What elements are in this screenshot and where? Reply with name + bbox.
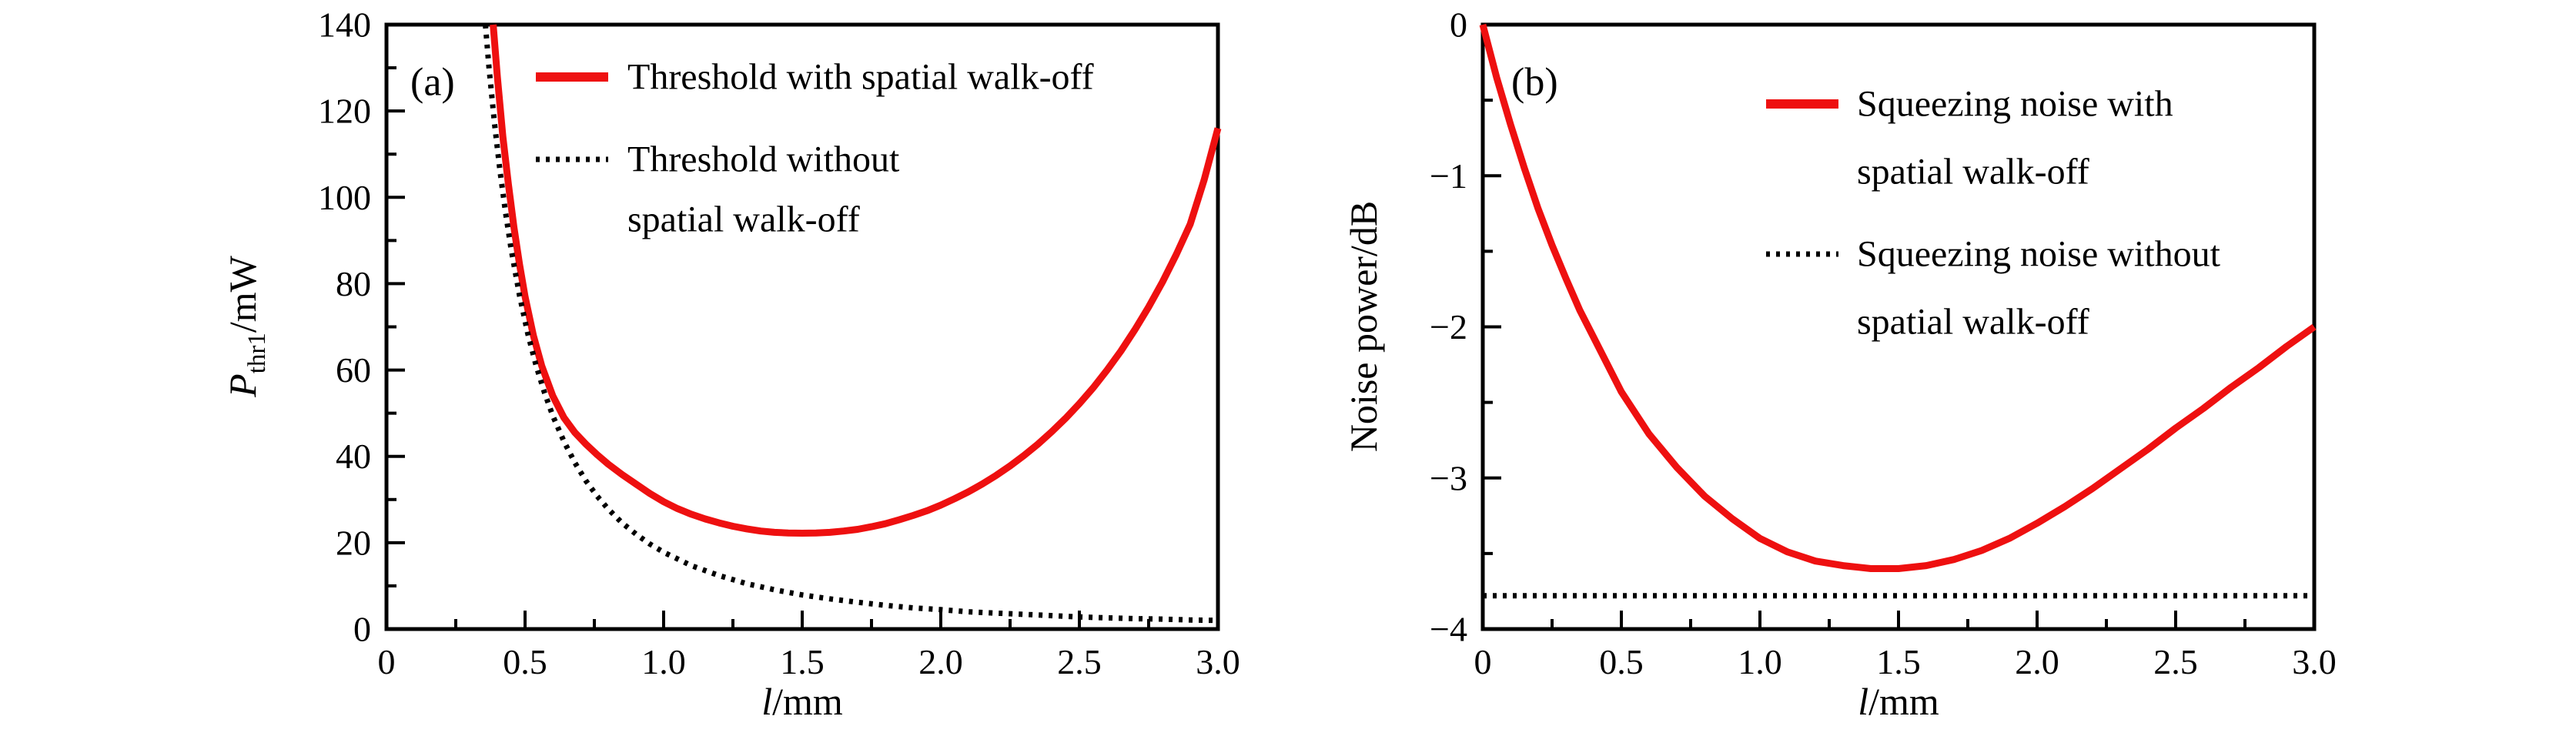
panel-a-y-axis-title: Pthr1/mW [221, 255, 271, 398]
panel-a-label: (a) [410, 61, 455, 105]
curve-threshold-without-spatial-walk-off [483, 24, 1219, 624]
panel-a-y-tick-label: 80 [336, 264, 371, 303]
panel-b-x-tick-label: 0 [1474, 642, 1492, 681]
panel-b-y-tick-label: −3 [1430, 458, 1467, 497]
panel-b-x-tick-label: 1.5 [1876, 642, 1921, 681]
panel-a-y-tick-label: 140 [318, 5, 371, 45]
panel-a-y-tick-label: 60 [336, 350, 371, 390]
legend-label-squeezing-noise-without-spatial-walk-off: Squeezing noise without [1857, 234, 2221, 275]
panel-a-y-tick-label: 40 [336, 437, 371, 476]
legend-label-squeezing-noise-without-spatial-walk-off: spatial walk-off [1857, 302, 2089, 343]
panel-a-y-tick-label: 100 [318, 178, 371, 217]
panel-b-x-tick-label: 3.0 [2292, 642, 2337, 681]
panel-b-x-tick-label: 2.5 [2153, 642, 2198, 681]
panel-b-x-tick-label: 0.5 [1599, 642, 1644, 681]
panel-b-y-tick-label: −4 [1430, 610, 1467, 649]
panel-b-y-tick-label: −1 [1430, 156, 1467, 196]
legend-label-squeezing-noise-with-spatial-walk-off: Squeezing noise with [1857, 84, 2173, 125]
legend-label-squeezing-noise-with-spatial-walk-off: spatial walk-off [1857, 152, 2089, 192]
curve-threshold-with-spatial-walk-off [490, 24, 1222, 537]
panel-b-y-tick-label: −2 [1430, 307, 1467, 346]
panel-a-x-tick-label: 1.0 [641, 642, 686, 681]
panel-a-y-tick-label: 0 [353, 610, 371, 649]
panel-a-x-tick-label: 3.0 [1196, 642, 1240, 681]
panel-b-x-tick-label: 2.0 [2015, 642, 2059, 681]
panel-b-y-axis-title: Noise power/dB [1342, 201, 1385, 452]
panel-a-frame [384, 22, 1220, 631]
panel-a-y-tick-label: 120 [318, 92, 371, 131]
panel-a-x-tick-label: 0 [378, 642, 396, 681]
panel-a-x-tick-label: 0.5 [503, 642, 547, 681]
panel-a-x-axis-title: l/mm [761, 680, 843, 723]
panel-a-x-tick-label: 1.5 [780, 642, 825, 681]
panel-a-y-tick-label: 20 [336, 523, 371, 562]
curve-squeezing-noise-with-spatial-walk-off [1479, 23, 2317, 572]
panel-a-x-tick-label: 2.5 [1057, 642, 1102, 681]
panel-a-x-tick-label: 2.0 [918, 642, 963, 681]
panel-b-x-tick-label: 1.0 [1738, 642, 1782, 681]
panel-b-y-tick-label: 0 [1450, 5, 1467, 45]
legend-label-threshold-without-spatial-walk-off: spatial walk-off [627, 199, 860, 240]
panel-b-label: (b) [1511, 61, 1558, 105]
panel-b-x-axis-title: l/mm [1858, 680, 1939, 723]
legend-label-threshold-without-spatial-walk-off: Threshold without [627, 139, 900, 180]
legend-label-threshold-with-spatial-walk-off: Threshold with spatial walk-off [627, 57, 1094, 98]
